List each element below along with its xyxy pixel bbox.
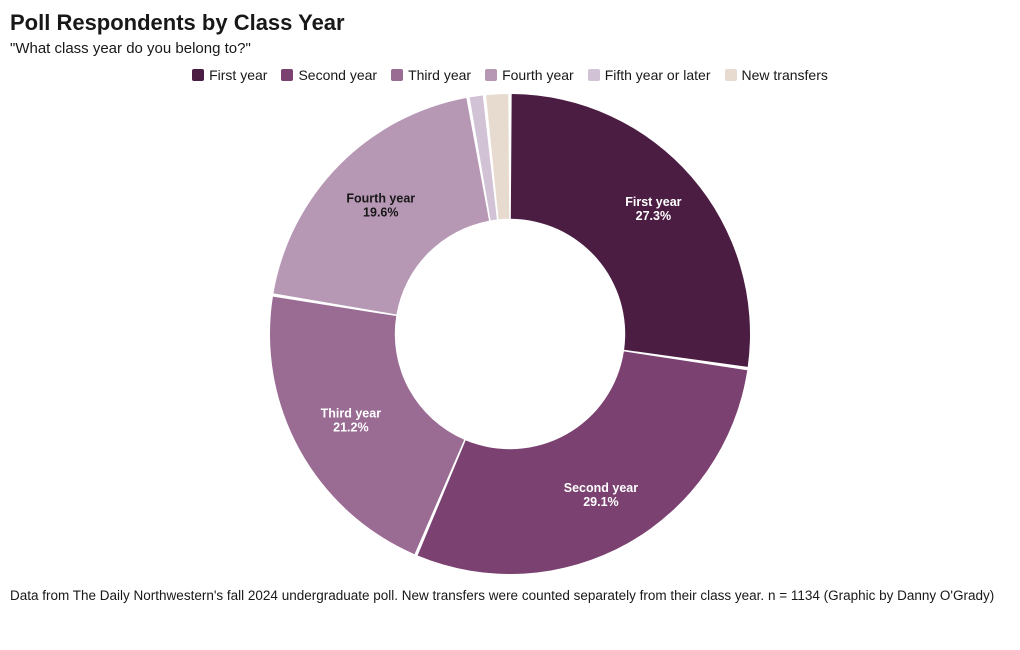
legend-label: Second year — [298, 67, 377, 83]
legend-item: Third year — [391, 67, 471, 83]
slice-label-pct: 21.2% — [333, 420, 368, 434]
legend-label: Fourth year — [502, 67, 574, 83]
slice-label-name: Fourth year — [346, 191, 415, 205]
slice-label-name: Second year — [564, 481, 638, 495]
legend-item: New transfers — [725, 67, 828, 83]
donut-slice — [511, 94, 750, 367]
slice-label-name: Third year — [321, 406, 382, 420]
legend-label: Third year — [408, 67, 471, 83]
legend-swatch — [725, 69, 737, 81]
legend-item: Second year — [281, 67, 377, 83]
donut-chart: First year27.3% Second year29.1% Third yea… — [10, 89, 1010, 579]
legend-swatch — [192, 69, 204, 81]
legend-item: Fourth year — [485, 67, 574, 83]
chart-caption: Data from The Daily Northwestern's fall … — [10, 587, 1010, 605]
legend-label: First year — [209, 67, 267, 83]
legend-swatch — [588, 69, 600, 81]
slice-label-pct: 19.6% — [363, 205, 398, 219]
chart-subtitle: "What class year do you belong to?" — [10, 40, 1010, 57]
legend-item: Fifth year or later — [588, 67, 711, 83]
slice-label-name: First year — [625, 195, 681, 209]
legend: First year Second year Third year Fourth ye… — [10, 67, 1010, 83]
legend-label: New transfers — [742, 67, 828, 83]
slice-label-pct: 29.1% — [583, 495, 618, 509]
donut-slice — [418, 351, 748, 574]
legend-swatch — [485, 69, 497, 81]
legend-item: First year — [192, 67, 267, 83]
legend-label: Fifth year or later — [605, 67, 711, 83]
chart-title: Poll Respondents by Class Year — [10, 10, 1010, 36]
legend-swatch — [391, 69, 403, 81]
slice-label-pct: 1.1% — [461, 89, 490, 90]
slice-label-pct: 27.3% — [636, 209, 671, 223]
legend-swatch — [281, 69, 293, 81]
